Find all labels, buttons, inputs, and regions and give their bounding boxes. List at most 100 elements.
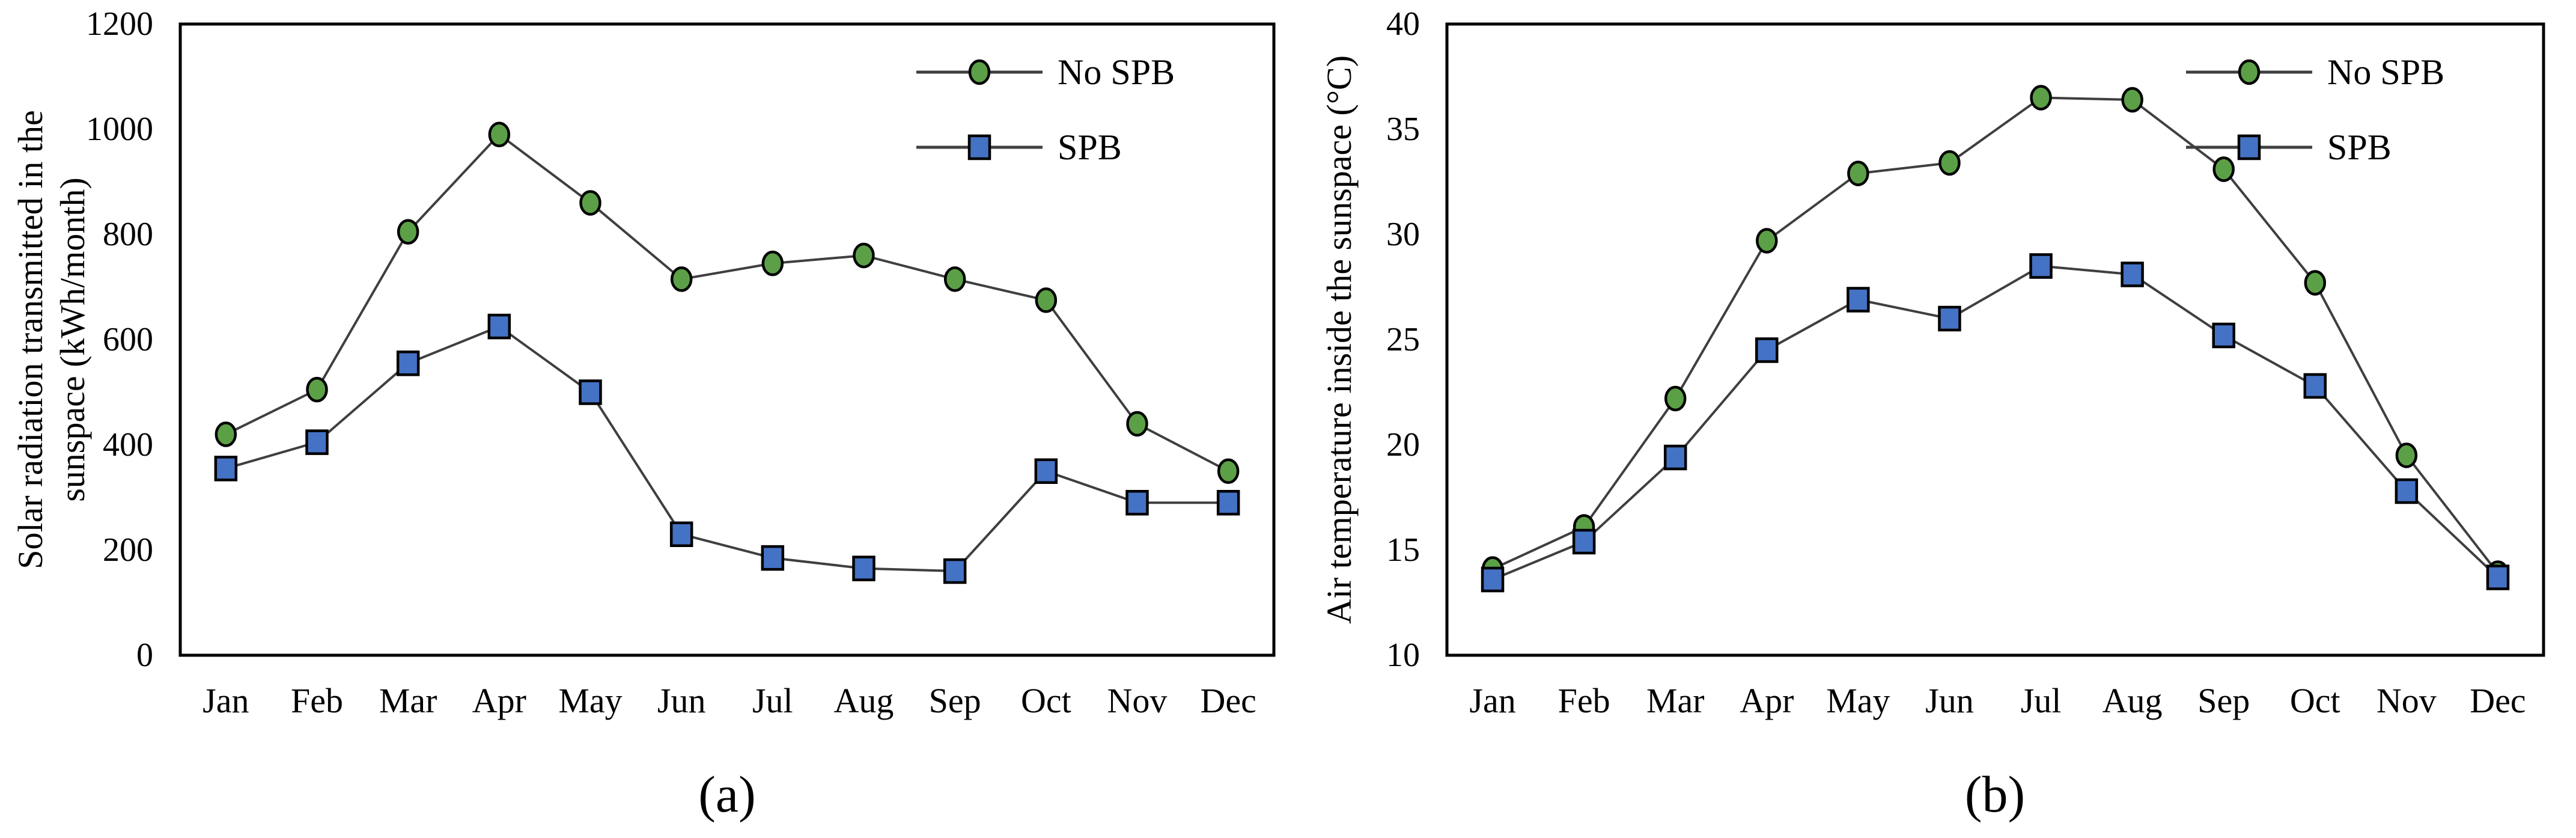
data-point-spb <box>1755 337 1779 363</box>
data-point-no-spb <box>1756 228 1778 254</box>
x-tick-label: Mar <box>1646 681 1705 720</box>
data-point-no-spb <box>2121 87 2143 113</box>
y-tick-label: 1000 <box>86 111 153 148</box>
y-tick-label: 40 <box>1386 5 1420 43</box>
x-tick-label: Sep <box>929 681 981 720</box>
data-point-no-spb <box>761 250 784 277</box>
legend-marker-square <box>967 134 991 161</box>
y-tick-label: 25 <box>1386 321 1420 358</box>
y-tick-label: 15 <box>1386 531 1420 569</box>
legend-label-spb: SPB <box>2327 127 2392 167</box>
data-point-no-spb <box>215 421 237 447</box>
data-point-no-spb <box>579 190 601 216</box>
data-point-no-spb <box>2212 156 2235 182</box>
data-point-spb <box>1663 444 1687 471</box>
data-point-no-spb <box>397 219 419 245</box>
x-tick-label: Dec <box>1200 681 1256 720</box>
data-point-spb <box>2486 564 2510 590</box>
data-point-spb <box>669 521 693 547</box>
x-tick-label: Nov <box>1107 681 1168 720</box>
data-point-spb <box>1125 490 1149 516</box>
y-tick-label: 600 <box>103 321 153 358</box>
data-point-no-spb <box>1847 161 1869 186</box>
x-tick-label: Jul <box>752 681 793 720</box>
data-point-spb <box>1847 287 1870 313</box>
data-point-no-spb <box>1035 287 1058 313</box>
y-tick-label: 200 <box>103 531 153 569</box>
data-point-spb <box>1481 566 1505 593</box>
data-point-no-spb <box>853 242 875 269</box>
data-point-no-spb <box>1664 385 1687 412</box>
y-tick-label: 20 <box>1386 426 1420 463</box>
data-point-spb <box>943 558 967 584</box>
data-point-spb <box>761 545 785 571</box>
panel-b: Air temperature inside the sunspace (°C)… <box>1288 0 2576 838</box>
legend-label-spb: SPB <box>1058 127 1122 167</box>
series-line-spb <box>225 325 1229 573</box>
series-line-spb <box>1492 265 2499 581</box>
data-point-no-spb <box>1126 411 1148 437</box>
data-point-no-spb <box>943 266 966 292</box>
data-point-no-spb <box>488 121 511 147</box>
x-tick-label: Jan <box>202 681 249 720</box>
y-axis-title-line2: sunspace (kWh/month) <box>53 177 92 502</box>
x-tick-label: Jul <box>2021 681 2062 720</box>
data-point-no-spb <box>306 376 328 403</box>
y-tick-label: 35 <box>1386 111 1420 148</box>
data-point-spb <box>396 350 420 376</box>
data-point-spb <box>2303 373 2327 399</box>
x-tick-label: Jun <box>657 681 706 720</box>
plot-border <box>1445 22 2545 657</box>
legend-label-no-spb: No SPB <box>2327 52 2444 92</box>
data-point-no-spb <box>1217 458 1240 484</box>
panel-caption: (a) <box>698 765 755 823</box>
x-tick-label: Apr <box>472 681 526 720</box>
x-tick-label: Oct <box>2290 681 2340 720</box>
data-point-spb <box>1216 490 1240 516</box>
x-tick-label: Feb <box>291 681 343 720</box>
legend-marker-circle <box>968 59 991 85</box>
plot-area: 10 15 20 25 30 35 40 Jan Feb Mar Apr May Jun Jul Aug Se… <box>1386 5 2545 720</box>
legend-marker-square <box>2237 134 2261 161</box>
data-point-spb <box>579 379 602 405</box>
y-tick-label: 1200 <box>86 5 153 43</box>
data-point-spb <box>1034 458 1058 484</box>
data-point-no-spb <box>670 266 693 292</box>
y-tick-label: 800 <box>103 216 153 253</box>
plot-border <box>178 22 1276 657</box>
data-point-spb <box>2029 253 2053 279</box>
data-point-no-spb <box>2395 442 2418 468</box>
x-tick-label: Feb <box>1558 681 1610 720</box>
x-tick-label: May <box>1826 681 1890 720</box>
y-tick-label: 10 <box>1386 637 1420 674</box>
series-line-no-spb <box>1492 96 2499 574</box>
data-point-no-spb <box>1938 150 1961 176</box>
data-point-no-spb <box>2304 270 2327 296</box>
plot-area: 0 200 400 600 800 1000 1200 Jan Feb Mar Apr May Jun J… <box>86 5 1276 720</box>
x-tick-label: Sep <box>2197 681 2250 720</box>
data-point-spb <box>305 429 329 455</box>
data-point-spb <box>2121 261 2144 287</box>
data-point-no-spb <box>2030 85 2052 111</box>
x-tick-label: Mar <box>379 681 437 720</box>
data-point-spb <box>1938 305 1961 332</box>
y-axis-title-line1: Solar radiation transmitted in the <box>11 110 50 569</box>
data-point-spb <box>1572 528 1596 555</box>
x-tick-label: Jan <box>1469 681 1515 720</box>
x-tick-label: Apr <box>1740 681 1794 720</box>
data-point-spb <box>852 555 875 581</box>
chart-b-canvas: Air temperature inside the sunspace (°C)… <box>1320 5 2545 823</box>
data-point-spb <box>487 313 511 340</box>
series-line-no-spb <box>225 133 1229 473</box>
data-point-spb <box>2395 478 2419 504</box>
y-axis-title: Air temperature inside the sunspace (°C) <box>1320 55 1359 624</box>
chart-a-canvas: Solar radiation transmitted in the sunsp… <box>11 5 1276 823</box>
panel-caption: (b) <box>1965 765 2025 823</box>
x-tick-label: Jun <box>1925 681 1974 720</box>
x-tick-label: Aug <box>2103 681 2163 720</box>
panel-a: Solar radiation transmitted in the sunsp… <box>11 5 1276 823</box>
y-tick-label: 400 <box>103 426 153 463</box>
y-tick-label: 30 <box>1386 216 1420 253</box>
legend-marker-circle <box>2238 59 2261 85</box>
